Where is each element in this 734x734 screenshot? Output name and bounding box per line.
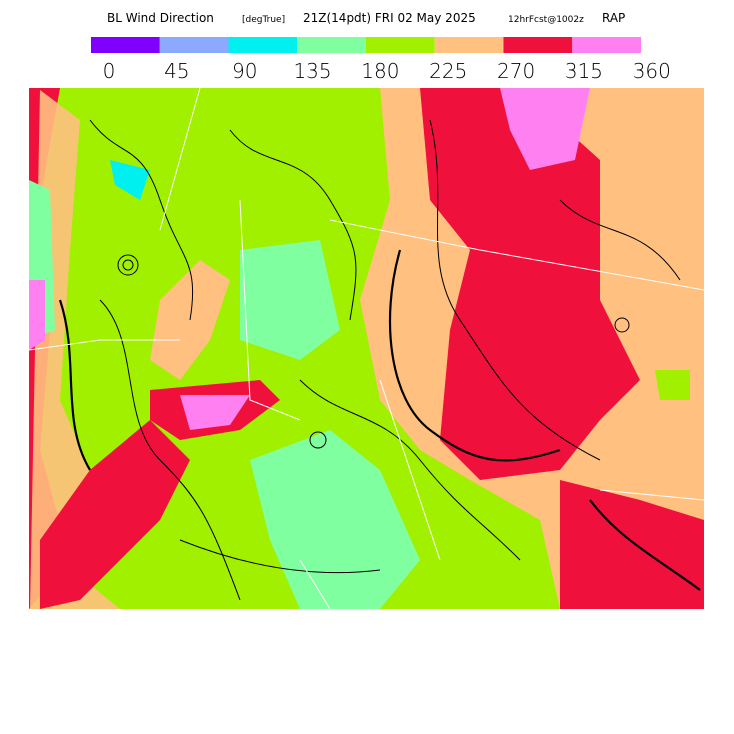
legend-swatch [434,37,504,53]
legend-swatch [228,37,298,53]
forecast: 12hrFcst@1002z [508,15,584,25]
legend-label: 0 [103,59,116,83]
valid-time: 21Z(14pdt) FRI 02 May 2025 [303,11,476,25]
legend-label: 225 [429,59,467,83]
legend-swatch [503,37,573,53]
legend-swatch [91,37,160,53]
legend-swatch [159,37,229,53]
model: RAP [602,11,625,25]
legend-label: 180 [361,59,399,83]
legend-swatch [366,37,435,53]
legend-label: 270 [497,59,535,83]
units: [degTrue] [242,15,285,25]
legend-label: 45 [164,59,189,83]
legend-swatch [297,37,366,53]
map [29,88,704,609]
legend-label: 135 [293,59,331,83]
color-legend: 0 45 90 135 180 225 270 315 360 [91,37,671,83]
legend-label: 315 [565,59,603,83]
legend-swatch [572,37,641,53]
legend-label: 90 [232,59,257,83]
title: BL Wind Direction [107,11,214,25]
legend-label: 360 [633,59,671,83]
